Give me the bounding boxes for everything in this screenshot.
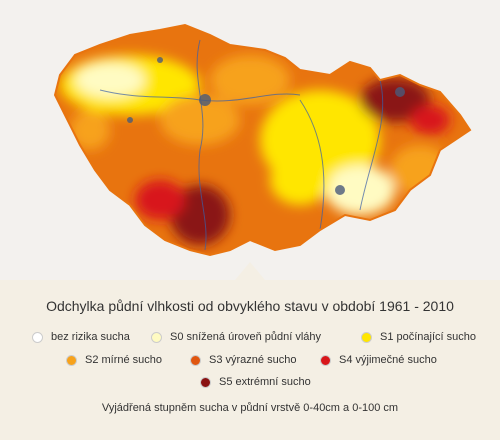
legend-swatch [32,331,43,343]
legend-item: S3 výrazné sucho [190,354,296,366]
legend-label: S3 výrazné sucho [209,354,297,366]
legend-item: S4 výjimečné sucho [320,354,437,366]
title: Odchylka půdní vlhkosti od obvyklého sta… [46,298,454,314]
legend-swatch [66,354,77,366]
legend-swatch [200,376,211,388]
legend-swatch [361,331,372,343]
legend-label: S2 mírné sucho [85,354,163,366]
legend-label: S5 extrémní sucho [219,376,311,388]
footnote: Vyjádřená stupněm sucha v půdní vrstvě 0… [101,402,399,414]
legend-label: S0 snížená úroveň půdní vláhy [170,331,322,343]
legend-panel [0,262,500,440]
legend-swatch [320,354,331,366]
legend-item: S2 mírné sucho [66,354,162,366]
legend-label: S1 počínající sucho [380,331,477,343]
legend-swatch [190,354,201,366]
legend-item: S0 snížená úroveň půdní vláhy [151,331,321,343]
map-border [53,23,472,257]
legend-item: bez rizika sucha [32,331,130,343]
legend-swatch [151,331,162,343]
legend-label: S4 výjimečné sucho [339,354,437,366]
legend-item: S5 extrémní sucho [200,376,311,388]
legend-label: bez rizika sucha [51,331,130,343]
legend-item: S1 počínající sucho [361,331,476,343]
